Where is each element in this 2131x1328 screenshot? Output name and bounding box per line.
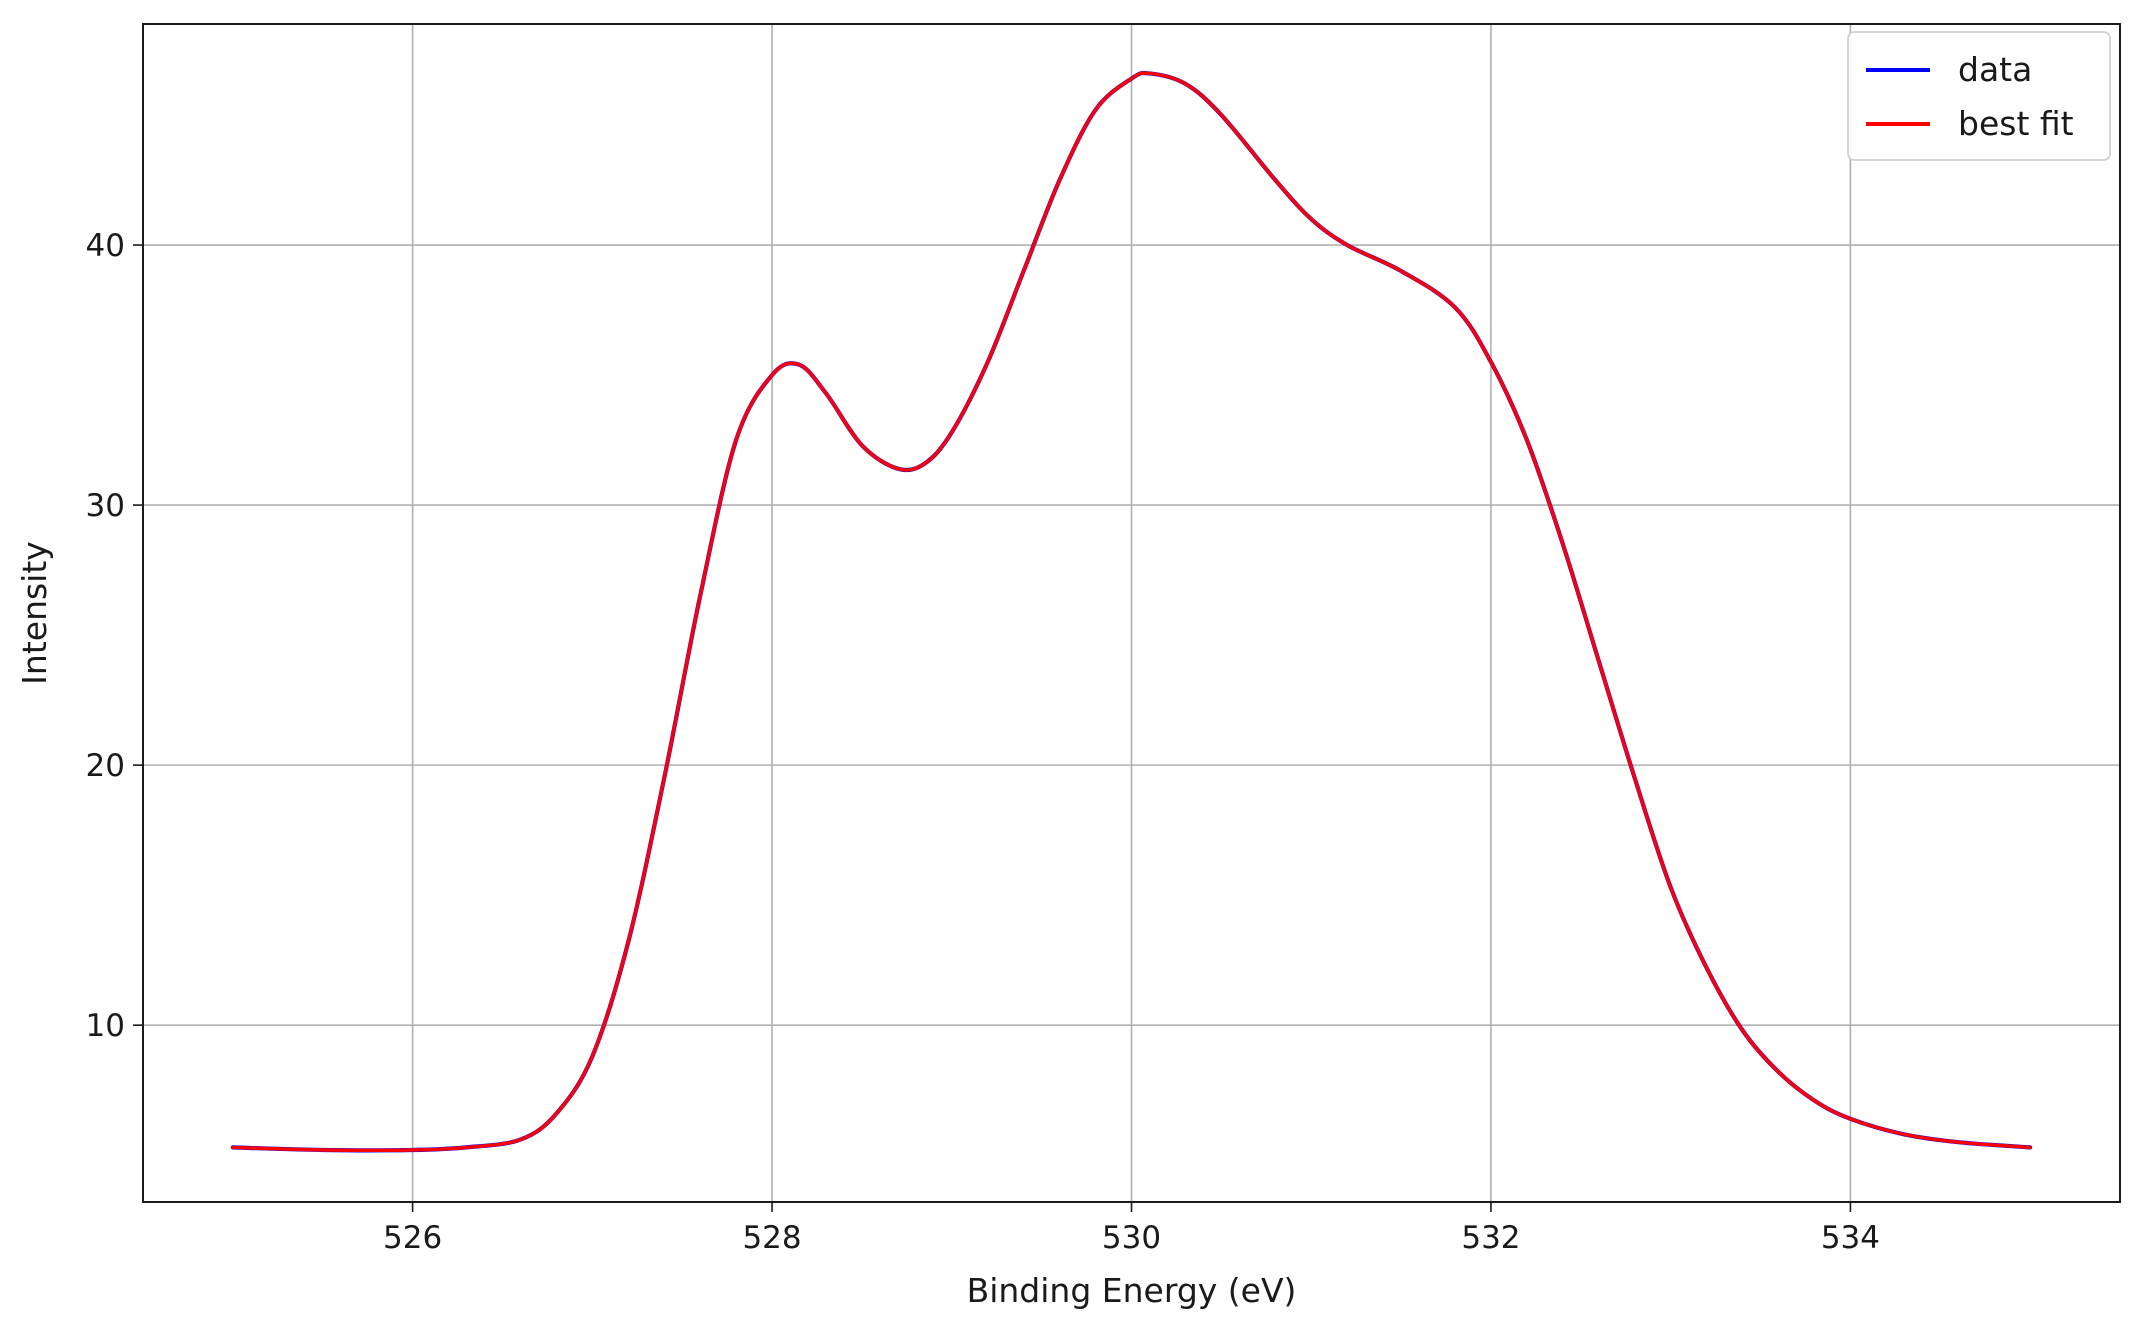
x-axis-label: Binding Energy (eV) — [967, 1271, 1297, 1310]
y-tick-label: 30 — [86, 488, 125, 524]
series-line-best-fit — [231, 71, 2032, 1153]
legend-label-best-fit: best fit — [1958, 104, 2074, 143]
grid — [143, 24, 2120, 1202]
plot-series — [230, 70, 2033, 1153]
axis-ticks: 526 528 530 532 534 10 20 30 40 — [86, 228, 1880, 1256]
x-tick-label: 530 — [1102, 1220, 1161, 1256]
y-tick-label: 20 — [86, 748, 125, 784]
legend-box — [1847, 31, 2111, 161]
legend-label-data: data — [1958, 50, 2032, 89]
x-tick-label: 534 — [1821, 1220, 1880, 1256]
x-tick-label: 526 — [383, 1220, 442, 1256]
legend: data best fit — [1847, 31, 2111, 161]
y-tick-label: 10 — [86, 1008, 125, 1044]
x-tick-label: 528 — [742, 1220, 801, 1256]
y-tick-label: 40 — [86, 228, 125, 264]
x-tick-label: 532 — [1461, 1220, 1520, 1256]
y-axis-label: Intensity — [15, 541, 54, 685]
